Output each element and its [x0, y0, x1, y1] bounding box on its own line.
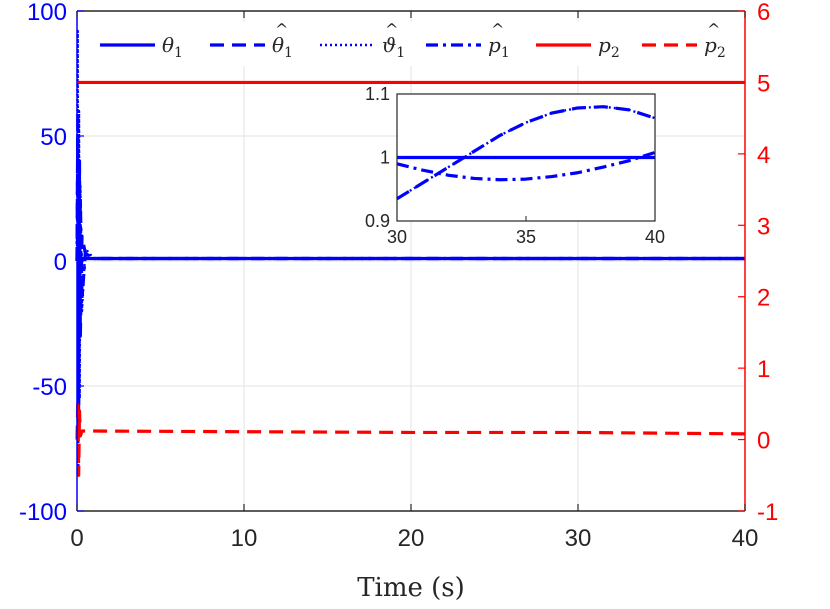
- inset-series-p̂1: [396, 150, 656, 182]
- legend-symbol: θ: [162, 33, 174, 57]
- legend-label: p2: [598, 33, 620, 61]
- legend-subscript: 1: [396, 45, 405, 61]
- series-line-p̂2: [75, 398, 746, 477]
- y-right-tick-label: 4: [757, 142, 770, 169]
- y-right-tick-label: 1: [757, 356, 770, 383]
- y-right-tick-label: 6: [757, 0, 770, 26]
- y-left-tick-label: 0: [54, 249, 67, 276]
- legend-subscript: 2: [611, 45, 620, 61]
- x-tick-label: 20: [398, 525, 425, 552]
- inset-x-tick-label: 35: [516, 227, 536, 247]
- legend-subscript: 1: [501, 45, 510, 61]
- y-left-tick-label: 100: [27, 0, 67, 26]
- legend-box: [89, 22, 734, 66]
- y-right-tick-label: -1: [757, 499, 778, 526]
- legend-symbol: p: [598, 33, 611, 57]
- legend-item: ϑ1^: [320, 20, 405, 61]
- legend-label: p2: [704, 33, 726, 61]
- legend-hat-mark: ^: [491, 20, 504, 39]
- y-right-tick-label: 5: [757, 70, 770, 97]
- axes: [76, 10, 746, 512]
- legend-hat-mark: ^: [385, 20, 398, 39]
- inset-x-tick-label: 40: [645, 227, 665, 247]
- legend-label: p1: [488, 33, 510, 61]
- legend-symbol: ϑ: [382, 33, 396, 57]
- y-left-tick-label: 50: [40, 124, 67, 151]
- series-line-ϑ̂1: [75, 29, 745, 475]
- inset-plot: 30 35 40 0.9 1 1.1: [365, 84, 665, 247]
- legend-symbol: p: [704, 33, 717, 57]
- main-series-group: [75, 29, 746, 477]
- legend-label: ϑ1: [382, 33, 405, 61]
- legend-hat-mark: ^: [707, 20, 720, 39]
- legend-symbol: θ: [272, 33, 284, 57]
- legend-item: p2^: [642, 20, 726, 61]
- legend-item: p1^: [426, 20, 510, 61]
- legend-label: θ1: [162, 33, 183, 61]
- legend-label: θ1: [272, 33, 293, 61]
- legend-item: p2: [536, 33, 620, 61]
- legend-hat-mark: ^: [275, 20, 288, 39]
- tick-labels: 0 10 20 30 40 -100 -50 0 50 100 -1 0 1 2 3 4 5 6: [19, 0, 778, 552]
- inset-y-tick-label: 1.1: [365, 84, 390, 104]
- series-line-p̂1: [75, 134, 745, 388]
- y-left-tick-label: -100: [19, 499, 67, 526]
- legend-subscript: 1: [284, 45, 293, 61]
- x-tick-label: 10: [231, 525, 258, 552]
- x-tick-label: 30: [565, 525, 592, 552]
- legend-subscript: 1: [174, 45, 183, 61]
- inset-x-tick-label: 30: [387, 227, 407, 247]
- legend-subscript: 2: [717, 45, 726, 61]
- x-tick-label: 0: [70, 525, 83, 552]
- y-left-tick-label: -50: [32, 374, 67, 401]
- y-right-tick-label: 2: [757, 285, 770, 312]
- legend-symbol: p: [488, 33, 501, 57]
- inset-y-tick-label: 0.9: [365, 211, 390, 231]
- y-right-tick-label: 0: [757, 428, 770, 455]
- legend-item: θ1^: [210, 20, 293, 61]
- x-tick-label: 40: [732, 525, 759, 552]
- y-right-tick-label: 3: [757, 213, 770, 240]
- x-axis-label: Time (s): [357, 573, 465, 603]
- grid: [76, 10, 746, 512]
- legend-item: θ1: [100, 33, 183, 61]
- inset-y-tick-label: 1: [380, 148, 390, 168]
- legend: θ1 θ1^ϑ1^p1^p2 p2^: [89, 20, 734, 66]
